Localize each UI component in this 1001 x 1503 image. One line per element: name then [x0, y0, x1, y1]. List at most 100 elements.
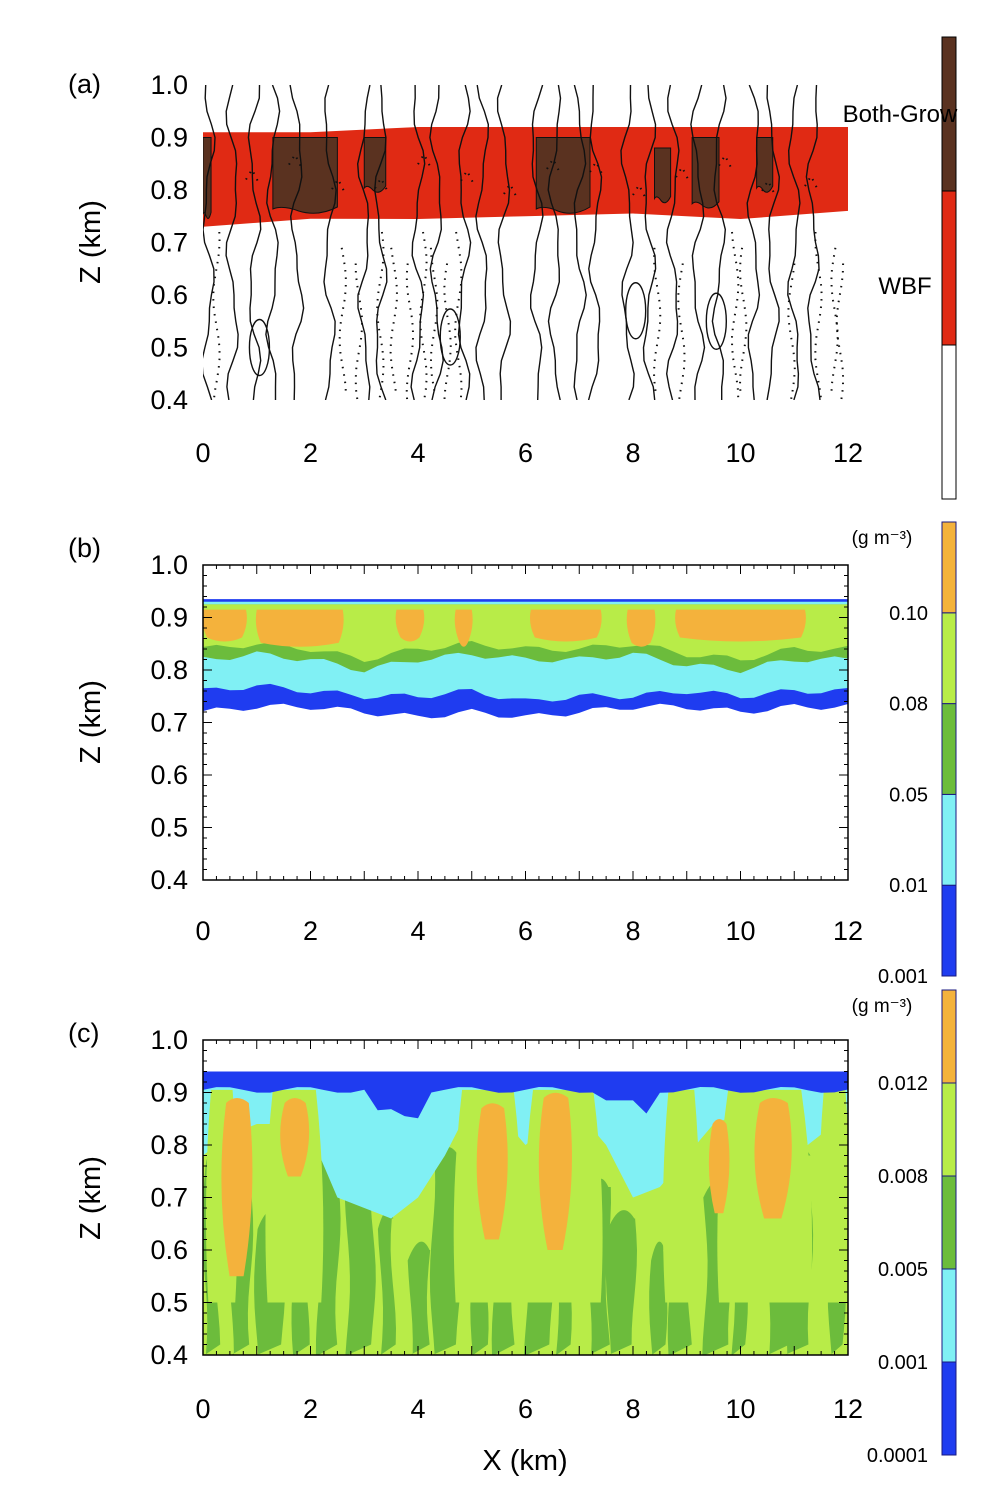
contour-line [573, 85, 587, 400]
dotted-contour [429, 247, 439, 395]
panel-c-ylabel: Z (km) [75, 1156, 107, 1240]
ytick-label: 0.9 [150, 603, 188, 633]
colorbar-tick-label: 0.001 [878, 966, 928, 988]
colorbar-segment [941, 521, 957, 614]
contour-lines [203, 85, 821, 400]
colorbar-tick-label: 0.001 [878, 1352, 928, 1374]
field-light-green-plume [662, 1089, 700, 1303]
panel-c-field [203, 1071, 848, 1355]
colorbar-segment [941, 1175, 957, 1270]
panel-c-xlabel: X (km) [482, 1445, 567, 1477]
colorbar-label-wbf: WBF [878, 273, 931, 300]
field-orange-core [221, 1098, 253, 1277]
colorbar-segment [941, 190, 957, 346]
xtick-label: 8 [625, 916, 640, 946]
contour-loop [439, 308, 461, 366]
ytick-label: 0.8 [150, 655, 188, 685]
ytick-label: 0.4 [150, 1340, 188, 1370]
contour-line [530, 85, 544, 400]
contour-line [805, 85, 821, 400]
panel-a-yticks: 0.4 0.5 0.6 0.7 0.8 0.9 1.0 [150, 70, 188, 415]
contour-line [289, 85, 305, 400]
ytick-label: 0.5 [150, 1288, 188, 1318]
colorbar-tick-label: 0.10 [889, 603, 928, 625]
dotted-contour [212, 231, 221, 400]
ytick-label: 0.9 [150, 123, 188, 153]
xtick-label: 0 [195, 916, 210, 946]
panel-a-ylabel: Z (km) [75, 200, 107, 284]
panel-c-label: (c) [68, 1018, 99, 1048]
panel-a-xticks: 0 2 4 6 8 10 12 [195, 438, 863, 468]
panel-b-ylabel: Z (km) [75, 680, 107, 764]
xtick-label: 10 [725, 916, 755, 946]
panel-a: (a) Z (km) 0.4 0.5 0.6 0.7 0.8 0.9 1.0 0 2 4 6 8 10… [68, 36, 958, 500]
ytick-label: 0.7 [150, 708, 188, 738]
xtick-label: 2 [303, 438, 318, 468]
panel-a-colorbar [941, 36, 957, 500]
colorbar-tick-label: 0.05 [889, 784, 928, 806]
field-blue-top [203, 1071, 848, 1119]
dotted-contours [212, 152, 845, 400]
band-orange-blob [255, 609, 344, 647]
field-dark-green-streak [605, 1210, 637, 1355]
colorbar-segment [941, 1268, 957, 1363]
xtick-label: 12 [833, 1394, 863, 1424]
ytick-label: 0.5 [150, 813, 188, 843]
colorbar-tick-label: 0.0001 [867, 1445, 928, 1467]
panel-c-colorbar-unit: (g m⁻³) [852, 996, 913, 1017]
contour-line [457, 85, 472, 400]
contour-line [665, 85, 680, 400]
contour-line [356, 85, 371, 400]
colorbar-segment [941, 793, 957, 886]
field-dark-green-streak [377, 1210, 396, 1355]
panel-b-minor-ticks [202, 564, 849, 881]
field-orange-core [754, 1098, 792, 1219]
field-orange-core [476, 1103, 508, 1240]
ytick-label: 0.8 [150, 1130, 188, 1160]
both-grow-region [363, 137, 387, 193]
field-light-green-plume [818, 1089, 848, 1303]
panel-b-yticks: 0.4 0.5 0.6 0.7 0.8 0.9 1.0 [150, 550, 188, 895]
ytick-label: 1.0 [150, 1025, 188, 1055]
xtick-label: 2 [303, 916, 318, 946]
dotted-contour [443, 263, 452, 400]
dotted-contour [338, 247, 347, 395]
ytick-label: 0.6 [150, 280, 188, 310]
contour-line [323, 85, 337, 400]
contour-line [787, 85, 801, 400]
contour-line [410, 85, 426, 400]
xtick-label: 8 [625, 1394, 640, 1424]
ytick-label: 0.5 [150, 333, 188, 363]
panel-a-label: (a) [68, 69, 101, 99]
contour-loop [705, 292, 728, 350]
ytick-label: 0.7 [150, 1183, 188, 1213]
colorbar-tick-label: 0.08 [889, 694, 928, 716]
band-orange-blob [395, 609, 425, 642]
contour-line [203, 85, 216, 400]
contour-line [746, 85, 761, 400]
dotted-contour [677, 263, 686, 400]
xtick-label: 12 [833, 438, 863, 468]
ytick-label: 0.6 [150, 1235, 188, 1265]
panel-b-colorbar: 0.001 0.01 0.05 0.08 0.10 [878, 521, 957, 988]
xtick-label: 6 [518, 438, 533, 468]
ytick-label: 0.6 [150, 760, 188, 790]
xtick-label: 0 [195, 1394, 210, 1424]
ytick-label: 1.0 [150, 550, 188, 580]
contour-line [373, 85, 388, 400]
dotted-contour [787, 263, 796, 400]
ytick-label: 0.8 [150, 175, 188, 205]
contour-line [766, 85, 781, 400]
panel-b-xticks: 0 2 4 6 8 10 12 [195, 916, 863, 946]
contour-line [225, 85, 239, 400]
colorbar-tick-label: 0.005 [878, 1259, 928, 1281]
colorbar-tick-label: 0.01 [889, 875, 928, 897]
panel-c-colorbar: 0.0001 0.001 0.005 0.008 0.012 [867, 989, 957, 1467]
contour-line [265, 85, 281, 400]
colorbar-segment [941, 1082, 957, 1177]
xtick-label: 4 [410, 916, 425, 946]
ytick-label: 0.7 [150, 228, 188, 258]
panel-b-field [203, 599, 848, 719]
field-orange-core [280, 1098, 310, 1177]
